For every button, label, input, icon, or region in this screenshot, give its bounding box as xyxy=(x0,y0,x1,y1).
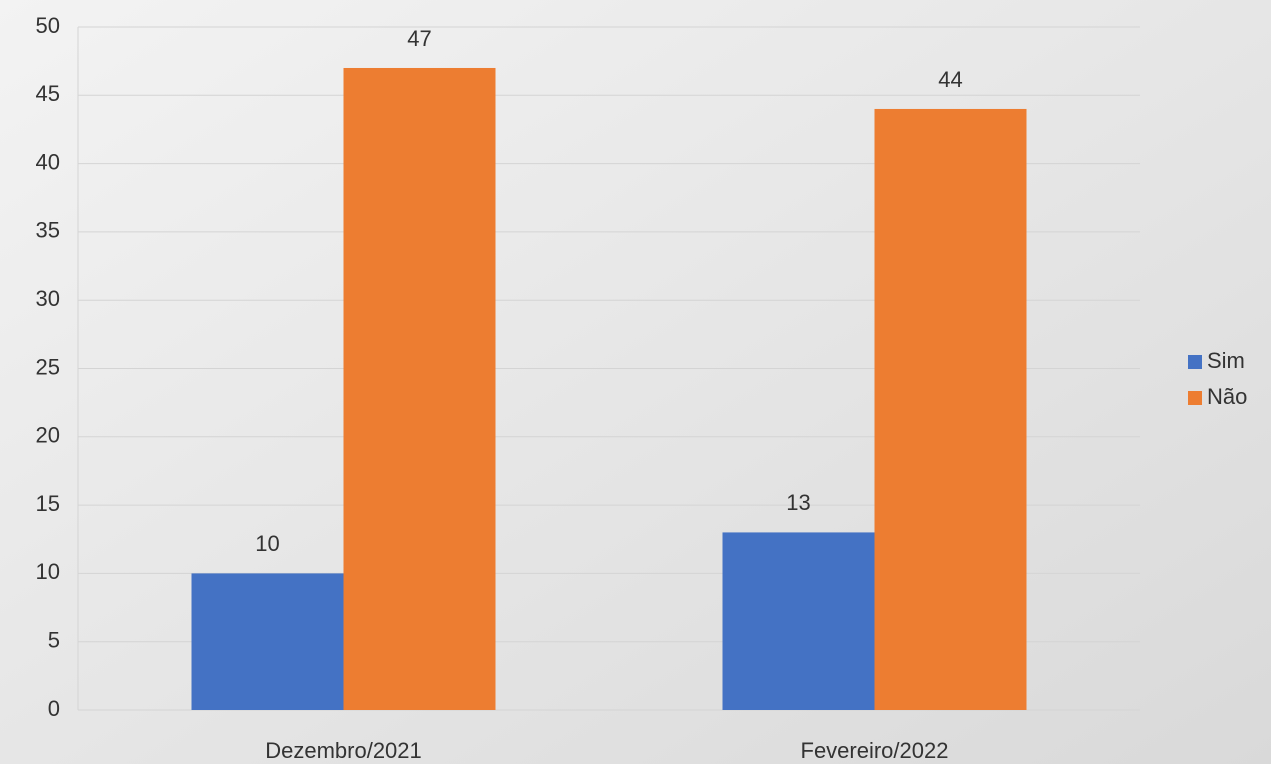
data-label: 44 xyxy=(938,67,962,92)
y-tick-label: 5 xyxy=(48,628,60,653)
y-tick-label: 35 xyxy=(36,218,60,243)
data-label: 10 xyxy=(255,531,279,556)
y-tick-label: 45 xyxy=(36,81,60,106)
bar xyxy=(722,532,875,710)
x-tick-label: Dezembro/2021 xyxy=(265,738,422,763)
y-tick-label: 0 xyxy=(48,696,60,721)
bar xyxy=(343,67,496,711)
y-tick-label: 20 xyxy=(36,423,60,448)
bar xyxy=(874,108,1027,710)
data-label: 13 xyxy=(786,490,810,515)
legend-swatch xyxy=(1188,391,1202,405)
legend-label: Sim xyxy=(1207,348,1245,373)
legend-label: Não xyxy=(1207,384,1247,409)
data-label: 47 xyxy=(407,26,431,51)
bar xyxy=(191,573,344,710)
y-tick-label: 40 xyxy=(36,149,60,174)
x-tick-label: Fevereiro/2022 xyxy=(801,738,949,763)
y-tick-label: 10 xyxy=(36,559,60,584)
y-tick-label: 15 xyxy=(36,491,60,516)
y-tick-label: 50 xyxy=(36,13,60,38)
y-tick-label: 25 xyxy=(36,354,60,379)
legend-swatch xyxy=(1188,355,1202,369)
y-tick-label: 30 xyxy=(36,286,60,311)
